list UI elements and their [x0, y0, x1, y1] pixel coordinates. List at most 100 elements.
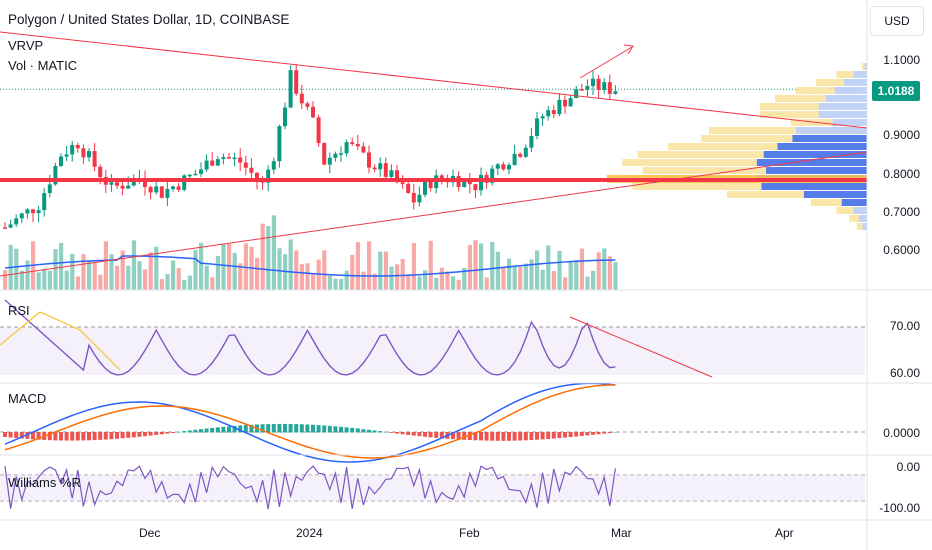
candle-body [523, 147, 528, 157]
volume-bar [165, 274, 170, 290]
volume-bar [512, 265, 517, 290]
rsi-label[interactable]: RSI [8, 303, 30, 318]
volume-bar [154, 246, 159, 290]
volume-bar [126, 265, 131, 290]
volume-bar [456, 279, 461, 290]
williams-tick: 0.00 [896, 460, 920, 474]
macd-histogram-bar [8, 432, 13, 438]
macd-histogram-bar [579, 432, 584, 436]
macd-histogram-bar [283, 423, 287, 433]
profile-bar-up [836, 71, 854, 78]
volume-bar [439, 267, 444, 290]
volume-bar [131, 240, 136, 290]
candle-body [8, 224, 13, 228]
volume-bar [70, 253, 75, 290]
macd-histogram-bar [467, 432, 472, 441]
candle-body [143, 178, 147, 187]
macd-histogram-bar [434, 432, 439, 438]
volume-bar [445, 271, 450, 290]
candle-body [344, 142, 349, 154]
macd-histogram-bar [546, 432, 551, 439]
candle-body [115, 182, 119, 186]
rsi-pane [0, 299, 865, 378]
candle-body [568, 98, 573, 107]
profile-bar-up [708, 127, 796, 134]
profile-bar-up [759, 103, 819, 110]
profile-bar-down [834, 87, 867, 94]
candle-body [462, 179, 467, 187]
macd-tick: 0.0000 [883, 426, 920, 440]
volume-bar [271, 215, 276, 290]
williams-tick: -100.00 [879, 501, 920, 515]
vrvp-label[interactable]: VRVP [8, 38, 44, 53]
volume-bar [473, 240, 478, 290]
profile-bar-down [825, 95, 867, 102]
williams-label[interactable]: Williams %R [8, 475, 81, 490]
macd-histogram-bar [19, 432, 24, 439]
volume-bar [81, 254, 86, 290]
volume-bar [383, 251, 388, 290]
volume-bar [596, 252, 601, 290]
macd-label[interactable]: MACD [8, 391, 47, 406]
volume-bar [434, 277, 439, 290]
volume-bar [3, 270, 8, 290]
macd-histogram-bar [92, 432, 97, 441]
profile-bar-down [844, 79, 867, 86]
candle-body [333, 153, 338, 158]
profile-bar-up [726, 191, 804, 198]
macd-histogram-bar [591, 432, 595, 435]
candle-body [171, 186, 175, 189]
macd-histogram-bar [159, 432, 164, 435]
candle-body [372, 167, 377, 170]
volume-bar [355, 242, 360, 290]
candle-body [400, 182, 405, 184]
profile-bar-up [849, 215, 859, 222]
macd-histogram-bar [557, 432, 562, 439]
currency-button[interactable]: USD [870, 6, 924, 36]
macd-histogram-bar [148, 432, 153, 436]
volume-bar [255, 257, 260, 290]
macd-histogram-bar [215, 427, 220, 433]
volume-bar [591, 270, 596, 290]
candle-body [551, 110, 556, 115]
volume-bar [92, 262, 97, 290]
volume-bar [182, 279, 187, 290]
macd-histogram-bar [400, 432, 405, 435]
volume-bar [115, 265, 120, 290]
macd-histogram-bar [383, 431, 388, 433]
macd-histogram-bar [288, 423, 293, 433]
macd-histogram-bar [299, 424, 304, 433]
macd-histogram-bar [501, 432, 506, 441]
candle-body [423, 181, 427, 195]
volume-bar [266, 226, 271, 290]
macd-histogram-bar [120, 432, 125, 439]
ascending-trendline [0, 151, 868, 277]
macd-histogram-bar [322, 425, 327, 433]
macd-histogram-bar [171, 432, 175, 433]
volume-bar [613, 262, 618, 290]
macd-histogram-bar [232, 425, 237, 433]
volume-bar [215, 255, 220, 290]
candle-body [339, 153, 343, 155]
volume-bar [120, 250, 125, 290]
volume-label[interactable]: Vol · MATIC [8, 58, 78, 73]
volume-bar [87, 260, 92, 290]
macd-histogram-bar [411, 432, 416, 436]
volume-bar [311, 273, 316, 290]
volume-bar [484, 277, 489, 290]
volume-bar [507, 258, 512, 290]
profile-bar-up [637, 151, 764, 158]
macd-histogram-bar [607, 432, 612, 434]
volume-bar [294, 250, 299, 290]
macd-histogram-bar [115, 432, 119, 439]
volume-bar [568, 261, 573, 290]
profile-bar-down [853, 71, 867, 78]
macd-histogram-bar [182, 431, 187, 433]
macd-histogram-bar [31, 432, 35, 440]
profile-bar-up [622, 159, 757, 166]
candle-body [607, 82, 612, 94]
macd-histogram-bar [378, 431, 383, 433]
macd-histogram-bar [484, 432, 489, 441]
volume-bar [518, 266, 523, 290]
